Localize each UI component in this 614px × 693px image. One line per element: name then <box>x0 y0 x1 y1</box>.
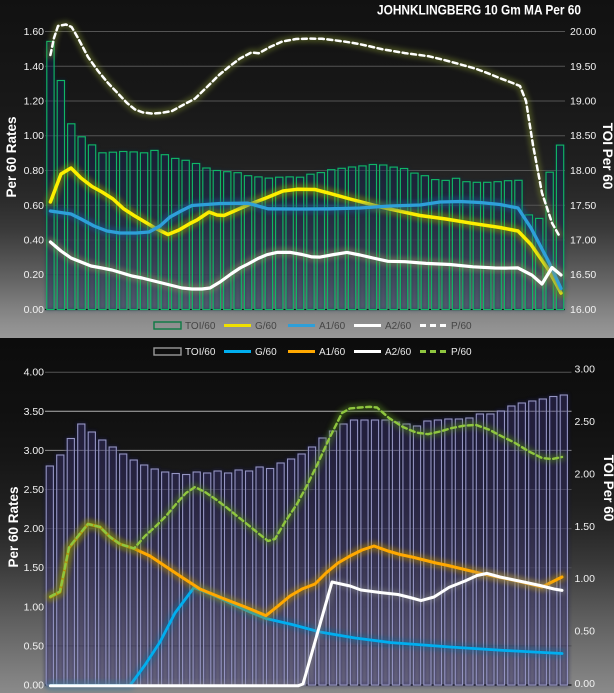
svg-text:P/60: P/60 <box>451 321 472 332</box>
svg-text:TOI/60: TOI/60 <box>185 347 216 358</box>
svg-text:TOI Per 60: TOI Per 60 <box>600 123 614 190</box>
svg-text:3.00: 3.00 <box>24 445 45 457</box>
svg-text:1.00: 1.00 <box>24 130 45 142</box>
svg-text:2.50: 2.50 <box>575 416 596 428</box>
svg-text:2.00: 2.00 <box>575 468 596 480</box>
svg-text:2.00: 2.00 <box>24 523 45 535</box>
svg-text:0.00: 0.00 <box>24 680 45 692</box>
svg-text:3.00: 3.00 <box>575 364 596 376</box>
svg-text:A1/60: A1/60 <box>319 347 346 358</box>
svg-text:G/60: G/60 <box>255 321 277 332</box>
svg-text:A2/60: A2/60 <box>385 321 412 332</box>
svg-text:Per 60 Rates: Per 60 Rates <box>4 116 19 197</box>
svg-text:TOI Per 60: TOI Per 60 <box>601 455 614 522</box>
svg-text:20.00: 20.00 <box>570 26 596 38</box>
svg-text:1.00: 1.00 <box>575 573 596 585</box>
svg-text:3.50: 3.50 <box>24 406 45 418</box>
svg-text:JOHNKLINGBERG 10 Gm MA Per 60: JOHNKLINGBERG 10 Gm MA Per 60 <box>377 2 581 18</box>
svg-text:0.80: 0.80 <box>24 165 45 177</box>
svg-text:1.60: 1.60 <box>24 26 45 38</box>
svg-text:0.60: 0.60 <box>24 200 45 212</box>
svg-text:18.00: 18.00 <box>570 165 596 177</box>
svg-text:16.00: 16.00 <box>570 304 596 316</box>
svg-text:0.40: 0.40 <box>24 235 45 247</box>
svg-text:P/60: P/60 <box>451 347 472 358</box>
svg-text:16.50: 16.50 <box>570 269 596 281</box>
svg-text:1.20: 1.20 <box>24 96 45 108</box>
svg-text:1.50: 1.50 <box>24 562 45 574</box>
svg-text:1.00: 1.00 <box>24 601 45 613</box>
svg-text:0.20: 0.20 <box>24 269 45 281</box>
svg-text:A1/60: A1/60 <box>319 321 346 332</box>
svg-text:0.50: 0.50 <box>575 626 596 638</box>
svg-text:1.50: 1.50 <box>575 521 596 533</box>
svg-text:0.00: 0.00 <box>575 678 596 690</box>
svg-text:18.50: 18.50 <box>570 130 596 142</box>
svg-text:TOI/60: TOI/60 <box>185 321 216 332</box>
svg-text:Per 60 Rates: Per 60 Rates <box>6 486 21 567</box>
svg-text:A2/60: A2/60 <box>385 347 412 358</box>
svg-text:0.50: 0.50 <box>24 640 45 652</box>
svg-text:0.00: 0.00 <box>24 304 45 316</box>
svg-text:19.00: 19.00 <box>570 96 596 108</box>
svg-text:17.00: 17.00 <box>570 235 596 247</box>
svg-text:2.50: 2.50 <box>24 484 45 496</box>
svg-text:17.50: 17.50 <box>570 200 596 212</box>
svg-text:4.00: 4.00 <box>24 367 45 379</box>
svg-text:19.50: 19.50 <box>570 61 596 73</box>
svg-text:G/60: G/60 <box>255 347 277 358</box>
svg-text:1.40: 1.40 <box>24 61 45 73</box>
